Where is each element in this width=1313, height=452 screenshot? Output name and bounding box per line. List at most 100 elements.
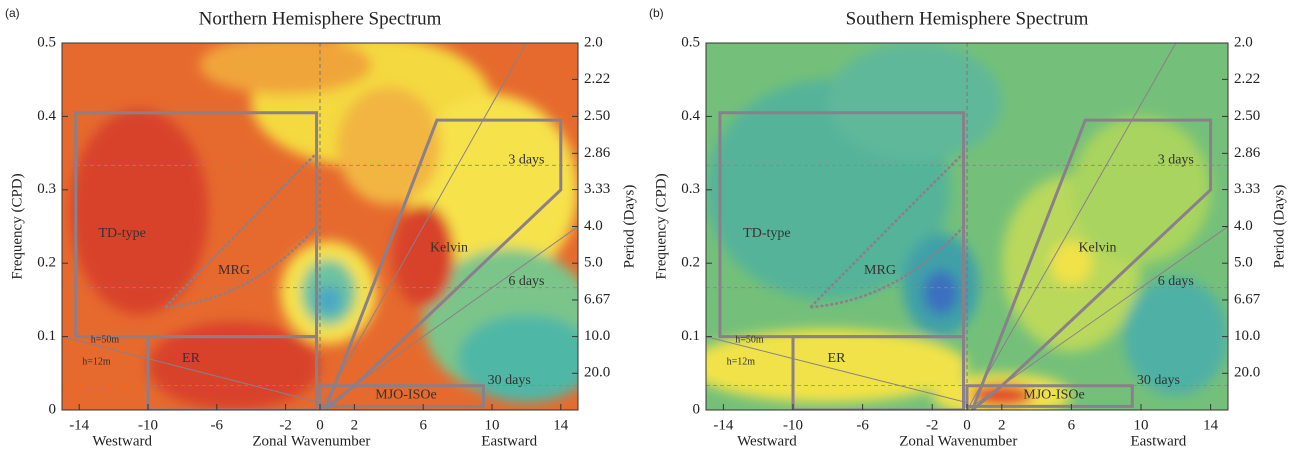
x-tick-label: 14 (1203, 417, 1219, 433)
y-tick-label: 0.4 (681, 108, 700, 124)
y2-tick-label: 5.0 (584, 255, 603, 271)
region-label: 6 days (1158, 274, 1194, 289)
panel-label: (a) (5, 6, 20, 20)
y-tick-label: 0.4 (37, 108, 56, 124)
y2-tick-label: 20.0 (1234, 365, 1260, 381)
x-left-label: Westward (737, 433, 797, 449)
kelvin-box (323, 118, 563, 410)
x-axis-label: Zonal Wavenumber (899, 433, 1017, 449)
y2-tick-label: 2.50 (1234, 108, 1260, 124)
region-label: 3 days (1158, 153, 1194, 168)
x-tick-label: 0 (316, 417, 324, 433)
region-label: 6 days (508, 274, 544, 289)
x-tick-label: -14 (713, 417, 733, 433)
y2-tick-label: 4.0 (1234, 218, 1253, 234)
y2-tick-label: 6.67 (1234, 291, 1261, 307)
field-blob (706, 329, 967, 403)
region-label: MJO-ISOe (1023, 388, 1084, 403)
region-label: 30 days (488, 373, 531, 388)
y-tick-label: 0.5 (681, 34, 700, 50)
field-blob (1071, 116, 1211, 264)
mrg-curve (810, 225, 965, 309)
mjo-box (965, 384, 1134, 408)
y2-tick-label: 2.0 (584, 34, 603, 50)
mrg-curve (165, 225, 318, 309)
y2-tick-label: 3.33 (584, 181, 610, 197)
x-tick-label: 2 (351, 417, 359, 433)
x-tick-label: -2 (279, 417, 292, 433)
x-tick-label: 6 (1068, 417, 1076, 433)
field-blob (1123, 277, 1228, 396)
er-box (791, 335, 966, 410)
region-label: TD-type (743, 226, 790, 241)
x-tick-label: 6 (419, 417, 427, 433)
y2-tick-label: 4.0 (584, 218, 603, 234)
y-axis-label: Frequency (CPD) (9, 173, 25, 279)
region-label: 30 days (1137, 373, 1180, 388)
mjo-box (318, 384, 485, 408)
y-tick-label: 0.5 (37, 34, 56, 50)
y2-axis-label: Period (Days) (1271, 185, 1287, 269)
field-blob (314, 285, 343, 315)
y-axis-label: Frequency (CPD) (653, 173, 669, 279)
region-label: ER (182, 351, 201, 366)
y-tick-label: 0.1 (681, 328, 700, 344)
region-label: Kelvin (430, 241, 468, 256)
region-label: ER (828, 351, 847, 366)
y-tick-label: 0.2 (37, 255, 56, 271)
region-label: TD-type (98, 226, 145, 241)
y2-tick-label: 2.86 (1234, 145, 1261, 161)
x-tick-label: -6 (211, 417, 224, 433)
x-tick-label: -6 (856, 417, 869, 433)
field-blob (148, 321, 320, 410)
h-line (62, 336, 321, 404)
y2-tick-label: 20.0 (584, 365, 610, 381)
region-label: MRG (864, 263, 896, 278)
y-tick-label: 0.2 (681, 255, 700, 271)
y2-tick-label: 2.0 (1234, 34, 1253, 50)
y2-tick-label: 5.0 (1234, 255, 1253, 271)
mrg-curve (809, 152, 965, 309)
chart-title: Northern Hemisphere Spectrum (199, 8, 442, 29)
y2-tick-label: 6.67 (584, 291, 611, 307)
chart-title: Southern Hemisphere Spectrum (846, 8, 1089, 29)
x-tick-label: -14 (69, 417, 89, 433)
x-tick-label: 10 (1134, 417, 1149, 433)
field-blob (392, 204, 455, 308)
y2-tick-label: 2.50 (584, 108, 610, 124)
y-tick-label: 0 (49, 401, 57, 417)
x-tick-label: 2 (998, 417, 1006, 433)
mrg-curve (164, 152, 318, 309)
y2-axis-label: Period (Days) (621, 185, 637, 269)
y-tick-label: 0.3 (37, 181, 56, 197)
y2-tick-label: 3.33 (1234, 181, 1260, 197)
x-tick-label: -10 (783, 417, 803, 433)
y-tick-label: 0.3 (681, 181, 700, 197)
field-blob (70, 109, 209, 315)
h-line (319, 226, 578, 410)
y2-tick-label: 2.22 (584, 71, 610, 87)
region-label: 3 days (508, 153, 544, 168)
x-tick-label: 10 (485, 417, 500, 433)
field-blob (827, 43, 1002, 161)
y-tick-label: 0 (693, 401, 701, 417)
region-label: MJO-ISOe (375, 388, 436, 403)
region-label: h=50m (91, 335, 120, 346)
panel-label: (b) (649, 6, 664, 20)
h-line (706, 336, 968, 404)
field-blob (199, 43, 372, 95)
field-blob (923, 270, 959, 315)
h-line (319, 43, 527, 410)
kelvin-box (970, 118, 1213, 410)
field-blob (337, 87, 441, 205)
x-tick-label: 14 (553, 417, 569, 433)
region-label: MRG (218, 263, 250, 278)
x-tick-label: 0 (963, 417, 971, 433)
field-blob (970, 384, 1034, 407)
y2-tick-label: 2.86 (584, 145, 611, 161)
er-box (146, 335, 319, 410)
y-tick-label: 0.1 (37, 328, 56, 344)
contour-field (706, 43, 1228, 410)
h-line (966, 43, 1177, 410)
